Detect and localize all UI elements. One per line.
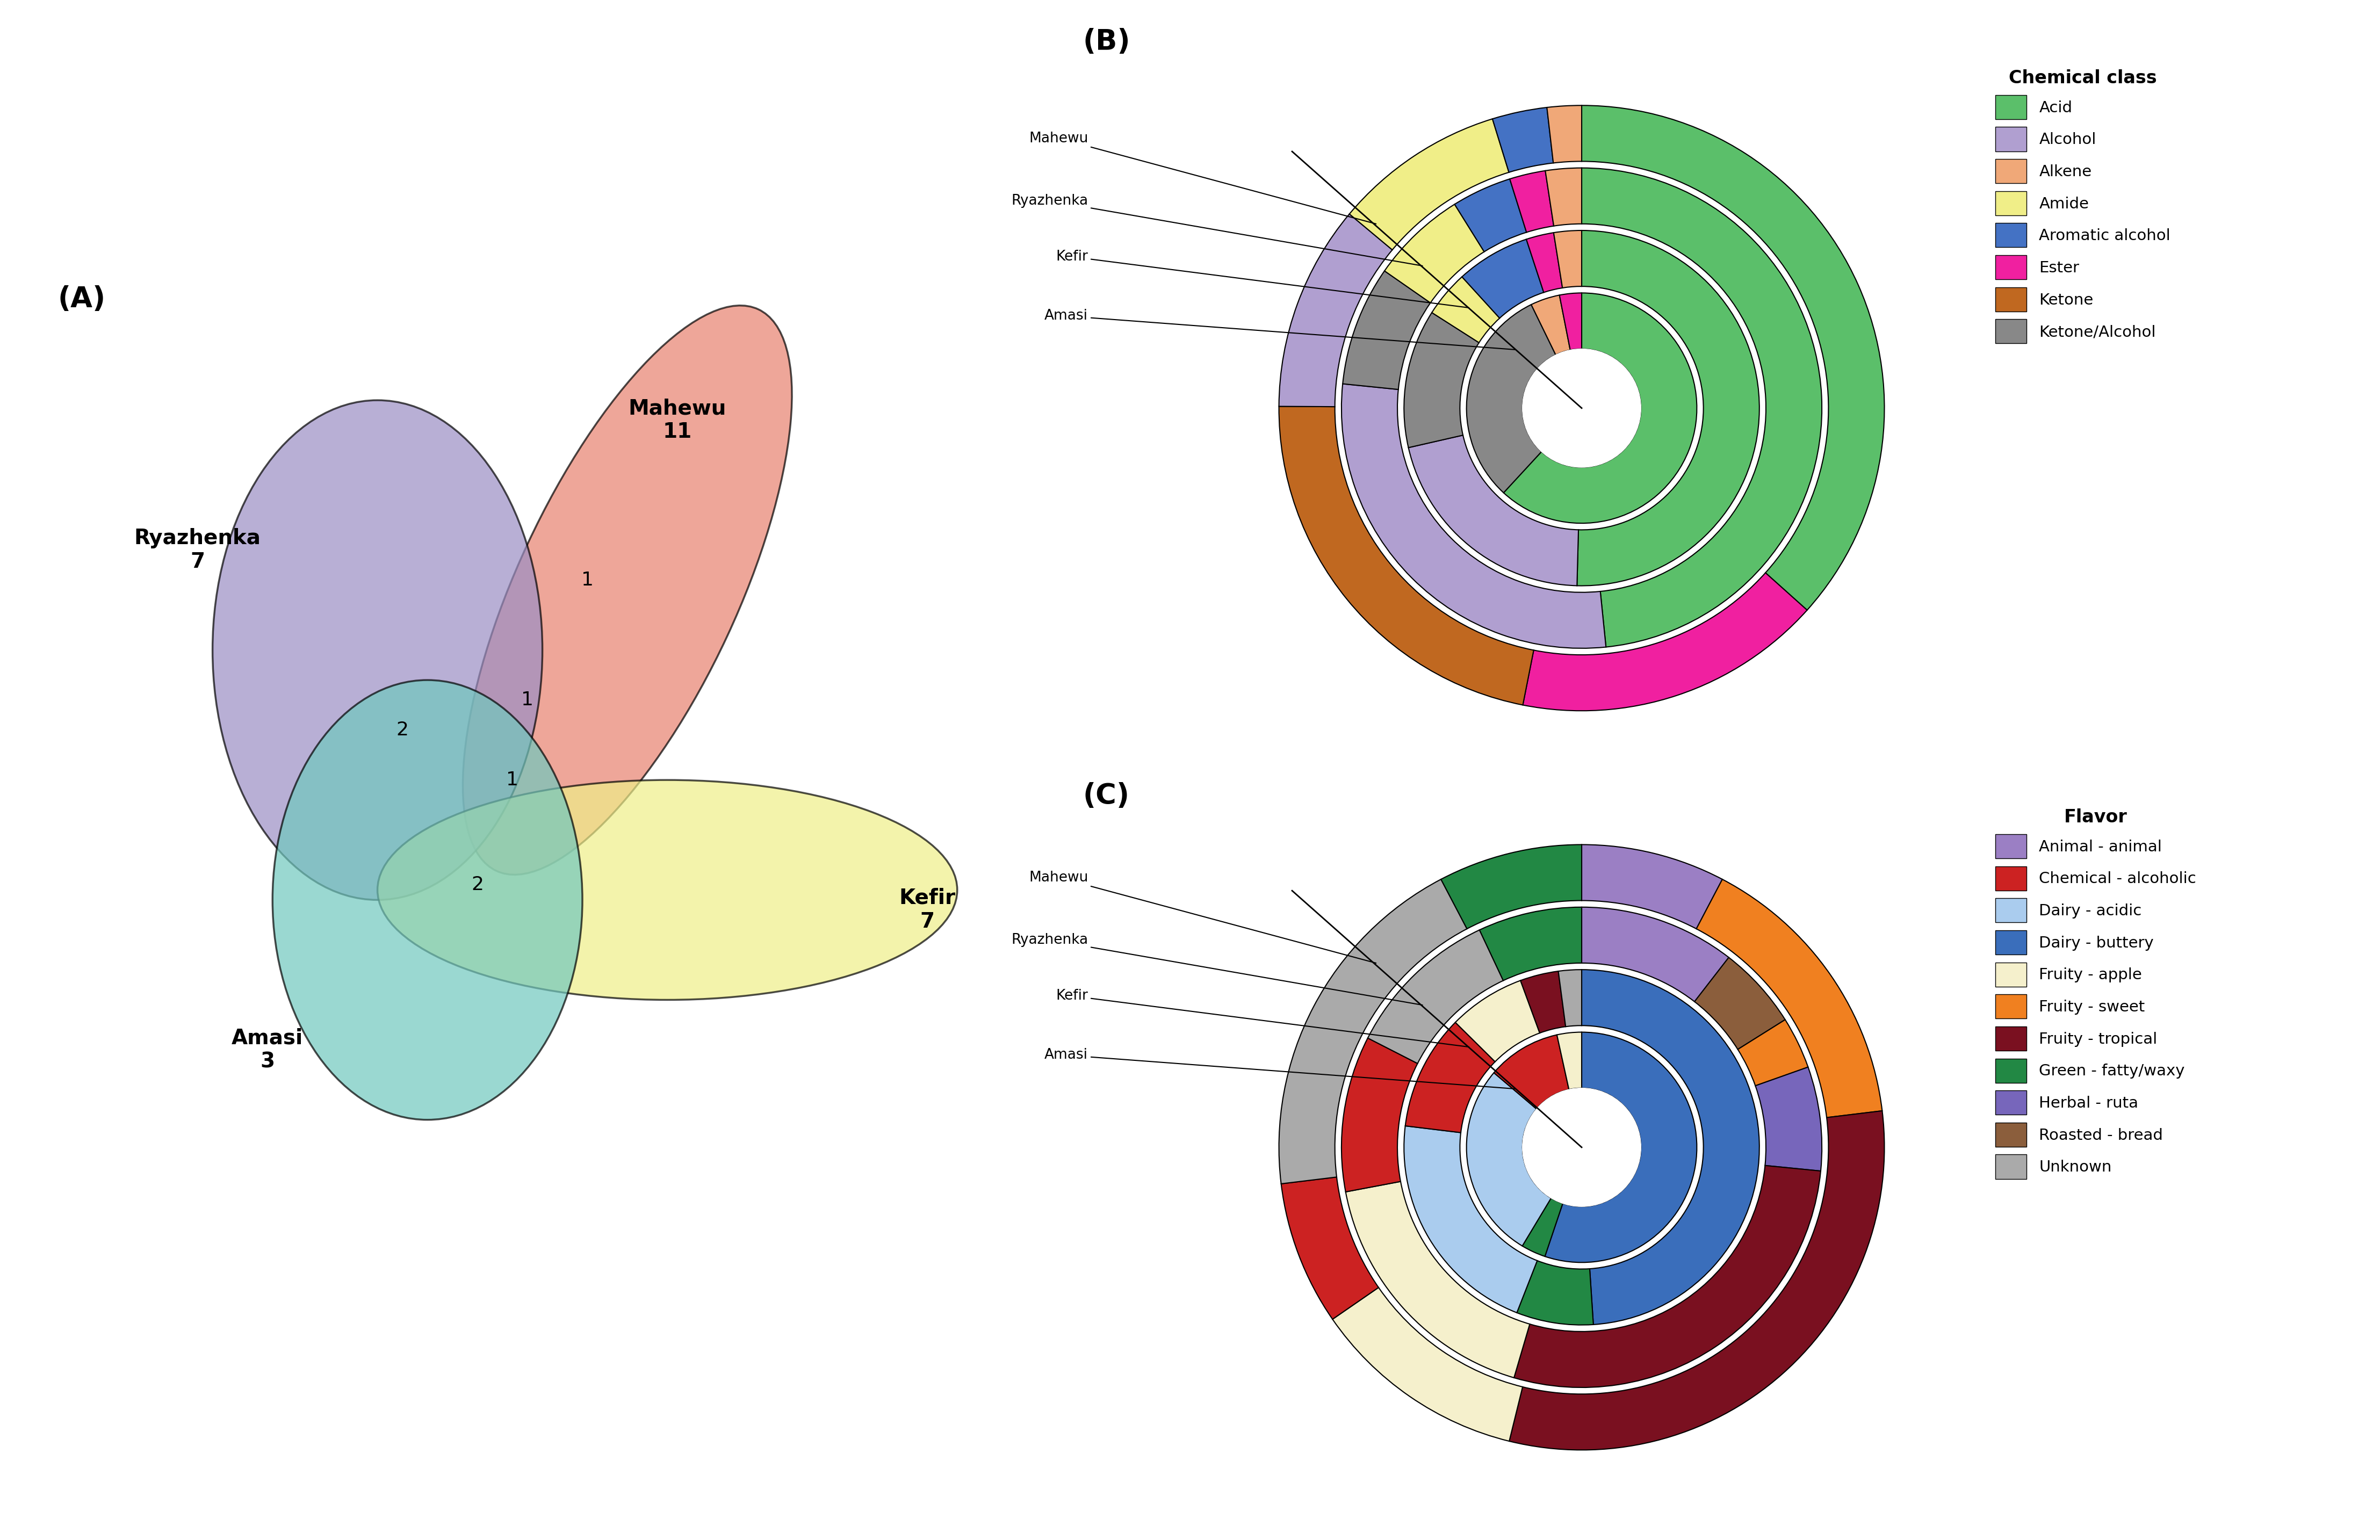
Wedge shape (1526, 233, 1561, 293)
Ellipse shape (212, 400, 543, 899)
Wedge shape (1559, 970, 1583, 1027)
Circle shape (1523, 1089, 1640, 1206)
Text: Amasi: Amasi (1045, 310, 1516, 350)
Text: (C): (C) (1083, 782, 1130, 810)
Wedge shape (1404, 313, 1478, 448)
Wedge shape (1695, 958, 1785, 1049)
Text: Amasi: Amasi (1045, 1049, 1516, 1089)
Legend: Acid, Alcohol, Alkene, Amide, Aromatic alcohol, Ester, Ketone, Ketone/Alcohol: Acid, Alcohol, Alkene, Amide, Aromatic a… (1994, 69, 2171, 343)
Wedge shape (1545, 168, 1583, 226)
Wedge shape (1578, 231, 1759, 585)
Wedge shape (1521, 972, 1566, 1033)
Ellipse shape (462, 305, 793, 875)
Text: (B): (B) (1083, 28, 1130, 55)
Circle shape (1523, 350, 1640, 467)
Wedge shape (1514, 1166, 1821, 1388)
Wedge shape (1461, 239, 1545, 319)
Wedge shape (1523, 1198, 1564, 1257)
Wedge shape (1504, 293, 1697, 524)
Wedge shape (1516, 1261, 1592, 1324)
Wedge shape (1345, 1181, 1530, 1378)
Wedge shape (1583, 844, 1723, 929)
Wedge shape (1333, 1287, 1523, 1441)
Wedge shape (1278, 407, 1533, 705)
Wedge shape (1559, 293, 1583, 350)
Wedge shape (1697, 879, 1883, 1118)
Text: 1: 1 (581, 571, 593, 590)
Wedge shape (1545, 1032, 1697, 1263)
Wedge shape (1557, 1032, 1583, 1089)
Wedge shape (1495, 1035, 1568, 1109)
Wedge shape (1433, 277, 1499, 343)
Wedge shape (1554, 231, 1583, 288)
Wedge shape (1342, 271, 1430, 390)
Wedge shape (1368, 930, 1504, 1064)
Wedge shape (1509, 171, 1554, 233)
Wedge shape (1583, 907, 1728, 1001)
Text: Kefir: Kefir (1057, 249, 1468, 308)
Legend: Animal - animal, Chemical - alcoholic, Dairy - acidic, Dairy - buttery, Fruity -: Animal - animal, Chemical - alcoholic, D… (1994, 808, 2197, 1178)
Wedge shape (1583, 168, 1821, 647)
Text: 2: 2 (471, 876, 483, 895)
Wedge shape (1530, 296, 1571, 354)
Wedge shape (1440, 844, 1583, 929)
Wedge shape (1737, 1019, 1809, 1086)
Wedge shape (1278, 879, 1466, 1184)
Text: 1: 1 (507, 772, 519, 788)
Wedge shape (1349, 119, 1509, 249)
Wedge shape (1454, 981, 1540, 1061)
Wedge shape (1509, 1110, 1885, 1451)
Wedge shape (1466, 305, 1557, 493)
Text: (A): (A) (57, 285, 105, 313)
Text: Kefir: Kefir (1057, 989, 1468, 1047)
Wedge shape (1342, 1038, 1418, 1192)
Text: 1: 1 (521, 691, 533, 710)
Wedge shape (1404, 1023, 1495, 1132)
Ellipse shape (274, 681, 583, 1120)
Wedge shape (1583, 105, 1885, 610)
Text: Kefir
7: Kefir 7 (900, 889, 954, 932)
Text: 2: 2 (397, 721, 409, 739)
Wedge shape (1342, 383, 1607, 648)
Text: Mahewu
11: Mahewu 11 (628, 399, 726, 442)
Wedge shape (1280, 1177, 1378, 1320)
Wedge shape (1756, 1067, 1821, 1170)
Wedge shape (1523, 573, 1806, 711)
Wedge shape (1278, 214, 1392, 407)
Text: Ryazhenka: Ryazhenka (1012, 933, 1423, 1006)
Text: Amasi
3: Amasi 3 (231, 1027, 302, 1072)
Wedge shape (1454, 179, 1526, 251)
Text: Mahewu: Mahewu (1028, 131, 1376, 223)
Ellipse shape (378, 779, 957, 999)
Wedge shape (1480, 907, 1583, 981)
Text: Mahewu: Mahewu (1028, 870, 1376, 963)
Wedge shape (1583, 970, 1759, 1324)
Text: Ryazhenka
7: Ryazhenka 7 (133, 528, 262, 573)
Wedge shape (1547, 105, 1583, 163)
Wedge shape (1492, 108, 1554, 172)
Text: Ryazhenka: Ryazhenka (1012, 194, 1423, 266)
Wedge shape (1404, 1126, 1537, 1312)
Wedge shape (1466, 1073, 1552, 1246)
Wedge shape (1409, 436, 1578, 585)
Wedge shape (1385, 205, 1485, 303)
